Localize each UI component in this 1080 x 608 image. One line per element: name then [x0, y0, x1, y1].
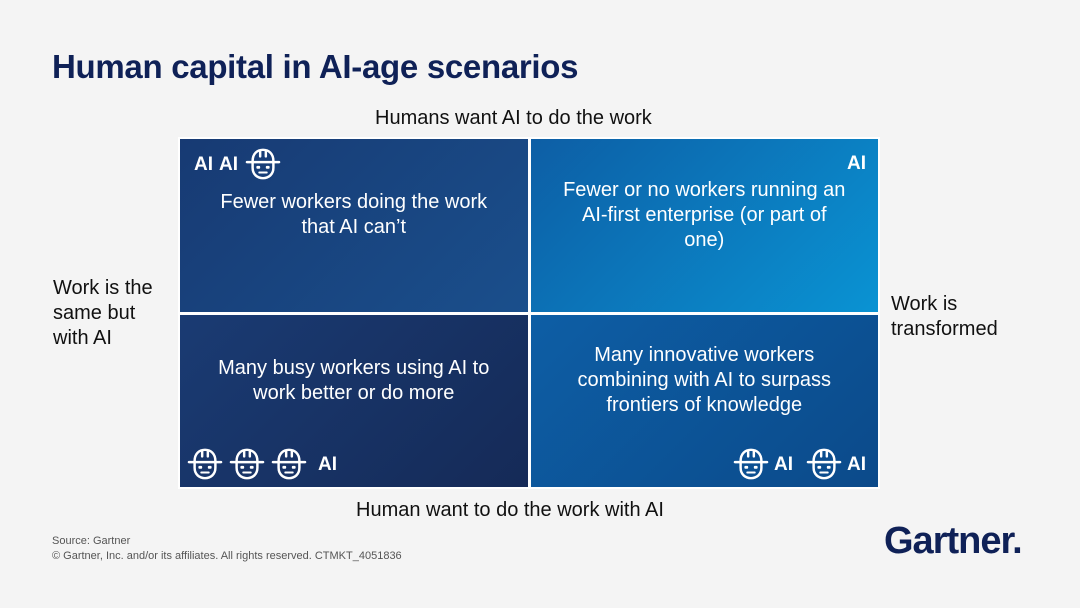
ai-label: AI — [774, 453, 793, 475]
quadrant-badge: AI AI — [732, 447, 866, 481]
quadrant-badge: AI AI — [194, 147, 282, 181]
quadrant-top-right: AI Fewer or no workers running an AI-fir… — [530, 139, 878, 312]
ai-label: AI — [318, 453, 337, 475]
gartner-logo: Gartner. — [884, 520, 1023, 562]
quadrant-text: Many innovative workers combining with A… — [577, 344, 831, 417]
worker-hardhat-icon — [186, 447, 224, 481]
worker-hardhat-icon — [732, 447, 770, 481]
ai-label: AI — [847, 153, 866, 174]
source-note: Source: Gartner — [52, 535, 131, 547]
copyright-note: © Gartner, Inc. and/or its affiliates. A… — [52, 550, 402, 562]
quadrant-badge: AI — [186, 447, 337, 481]
ai-label: AI — [194, 153, 213, 175]
quadrant-badge: AI — [847, 151, 866, 176]
axis-label-right: Work is transformed — [891, 293, 998, 340]
footer: Source: Gartner © Gartner, Inc. and/or i… — [52, 534, 402, 564]
quadrant-bottom-right: AI AI Many innovative workers combining … — [530, 314, 878, 487]
quadrant-bottom-left: AI Many busy workers using AI to work be… — [180, 314, 528, 487]
ai-label: AI — [847, 453, 866, 475]
page-title: Human capital in AI-age scenarios — [52, 48, 579, 85]
worker-hardhat-icon — [244, 147, 282, 181]
worker-hardhat-icon — [805, 447, 843, 481]
axis-label-top: Humans want AI to do the work — [375, 107, 652, 129]
axis-label-bottom: Human want to do the work with AI — [356, 499, 664, 521]
quadrant-text: Many busy workers using AI to work bette… — [218, 356, 490, 404]
worker-hardhat-icon — [228, 447, 266, 481]
worker-hardhat-icon — [270, 447, 308, 481]
ai-label: AI — [219, 153, 238, 175]
quadrant-top-left: AI AI Fewer workers doing the work that … — [180, 139, 528, 312]
axis-label-left: Work is the same but with AI — [53, 277, 153, 349]
scenario-matrix: AI AI Fewer workers doing the work that … — [178, 137, 880, 489]
quadrant-text: Fewer or no workers running an AI-first … — [563, 178, 846, 251]
quadrant-text: Fewer workers doing the work that AI can… — [220, 191, 488, 239]
